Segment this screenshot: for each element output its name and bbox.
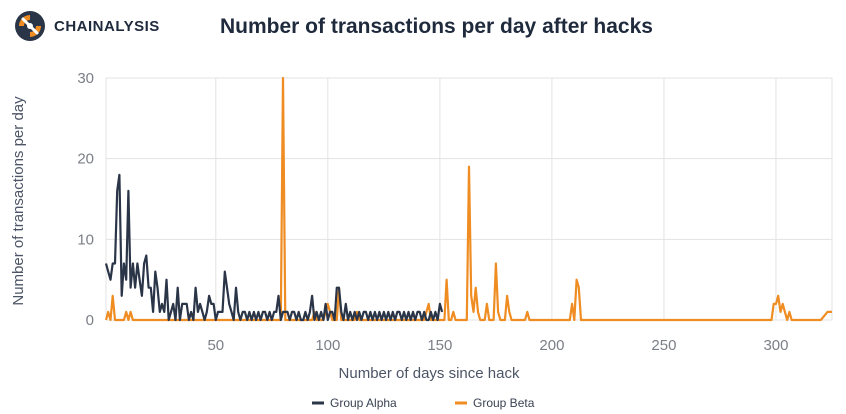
y-tick-label: 20 [77,151,94,168]
legend: Group Alpha Group Beta [312,396,535,410]
y-tick-label: 10 [77,231,94,248]
x-tick-label: 150 [427,337,452,354]
legend-label: Group Alpha [330,396,397,410]
x-tick-label: 300 [763,337,788,354]
y-axis-label: Number of transactions per day [10,96,27,306]
x-axis-label: Number of days since hack [339,365,520,382]
x-tick-label: 200 [539,337,564,354]
series-line-group-beta [104,76,832,322]
x-tick-label: 50 [207,337,224,354]
series-lines [104,76,832,322]
chainalysis-logo-icon [15,11,45,41]
series-line-group-alpha [104,173,444,322]
legend-label: Group Beta [473,396,535,410]
axis-ticks: 0 10 20 30 50 100 150 200 250 300 [77,70,788,354]
chart-title: Number of transactions per day after hac… [220,15,653,38]
brand-logo: CHAINALYSIS [14,10,160,42]
x-tick-label: 250 [651,337,676,354]
y-tick-label: 0 [86,312,94,329]
brand-name: CHAINALYSIS [54,17,160,35]
y-tick-label: 30 [77,70,94,87]
x-tick-label: 100 [315,337,340,354]
